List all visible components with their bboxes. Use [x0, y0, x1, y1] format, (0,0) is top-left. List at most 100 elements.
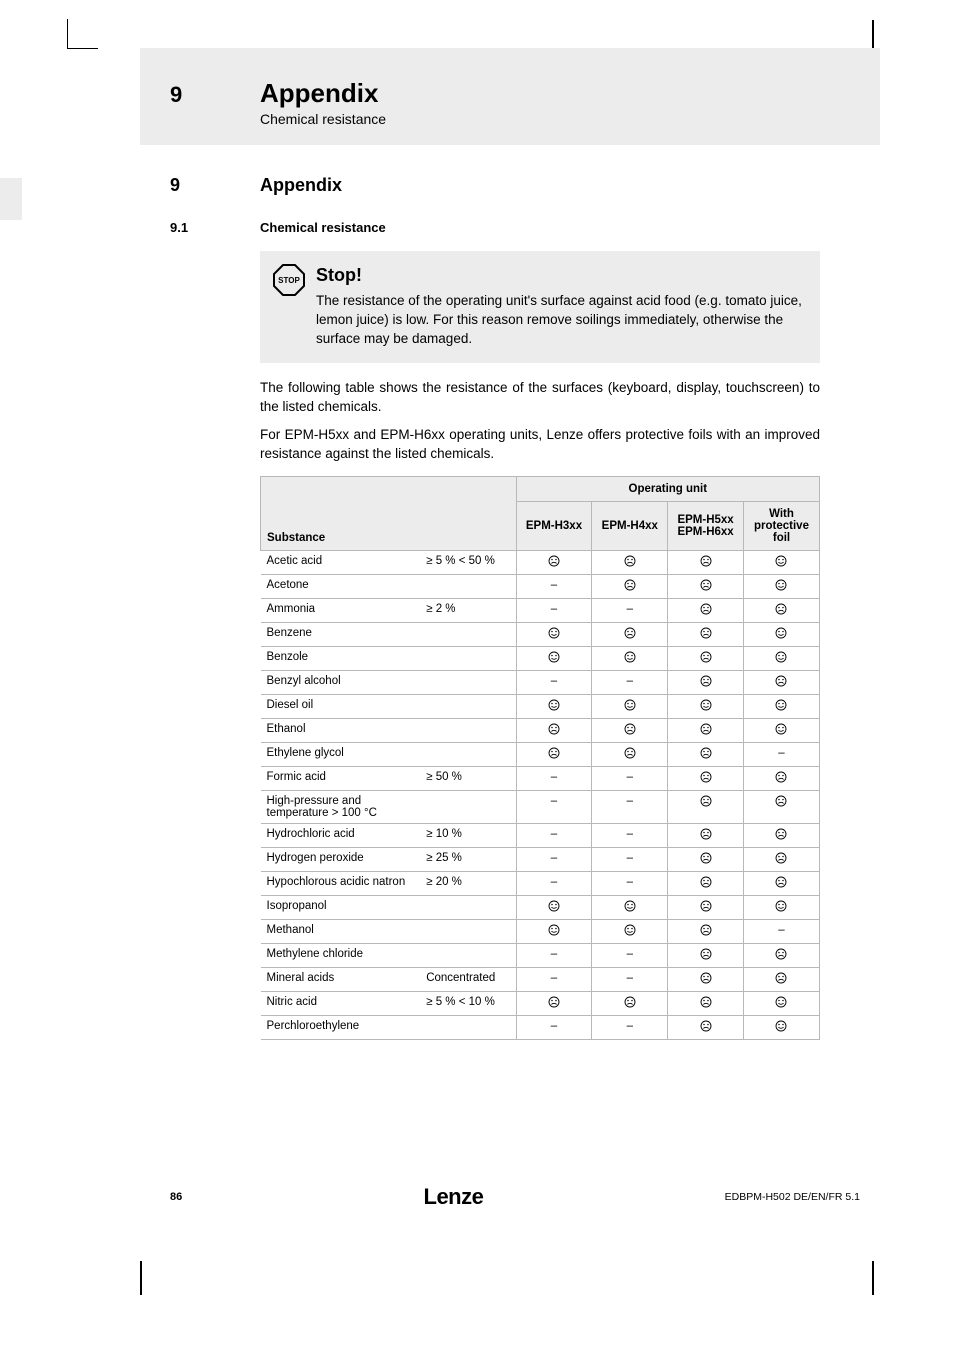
- substance-name: Methylene chloride: [261, 944, 421, 968]
- section-heading: 9 Appendix: [140, 175, 880, 196]
- resistance-cell: [743, 896, 819, 920]
- resistance-cell: [668, 824, 744, 848]
- table-row: Acetic acid≥ 5 % < 50 %: [261, 551, 820, 575]
- section-title: Appendix: [260, 175, 342, 196]
- resistance-cell: –: [516, 791, 592, 824]
- resistance-cell: [743, 872, 819, 896]
- resistance-cell: [516, 992, 592, 1016]
- substance-name: Benzene: [261, 623, 421, 647]
- substance-name: Methanol: [261, 920, 421, 944]
- resistance-cell: [516, 743, 592, 767]
- resistance-cell: [743, 848, 819, 872]
- substance-condition: ≥ 5 % < 10 %: [420, 992, 516, 1016]
- resistance-cell: [516, 623, 592, 647]
- resistance-cell: [668, 551, 744, 575]
- resistance-cell: –: [592, 1016, 668, 1040]
- resistance-cell: [743, 1016, 819, 1040]
- resistance-cell: [668, 944, 744, 968]
- resistance-cell: [668, 695, 744, 719]
- table-col-header: With protective foil: [743, 502, 819, 551]
- resistance-cell: –: [516, 848, 592, 872]
- paragraph: The following table shows the resistance…: [260, 379, 820, 417]
- substance-condition: ≥ 20 %: [420, 872, 516, 896]
- substance-name: Diesel oil: [261, 695, 421, 719]
- resistance-cell: [668, 575, 744, 599]
- substance-condition: [420, 1016, 516, 1040]
- substance-condition: [420, 695, 516, 719]
- chapter-subtitle: Chemical resistance: [260, 111, 880, 127]
- subsection-heading: 9.1 Chemical resistance: [140, 220, 880, 235]
- resistance-cell: [668, 848, 744, 872]
- resistance-cell: –: [516, 824, 592, 848]
- substance-condition: ≥ 5 % < 50 %: [420, 551, 516, 575]
- substance-name: Perchloroethylene: [261, 1016, 421, 1040]
- stop-icon: STOP: [272, 263, 306, 302]
- resistance-cell: [743, 719, 819, 743]
- table-row: Hypochlorous acidic natron≥ 20 %––: [261, 872, 820, 896]
- resistance-cell: [743, 647, 819, 671]
- substance-condition: [420, 920, 516, 944]
- resistance-cell: –: [592, 944, 668, 968]
- resistance-cell: [516, 920, 592, 944]
- resistance-cell: –: [516, 671, 592, 695]
- resistance-cell: [592, 575, 668, 599]
- table-row: Benzene: [261, 623, 820, 647]
- subsection-title: Chemical resistance: [260, 220, 386, 235]
- resistance-cell: [668, 719, 744, 743]
- table-super-header: Operating unit: [516, 477, 819, 502]
- resistance-cell: [592, 920, 668, 944]
- table-row: Methanol –: [261, 920, 820, 944]
- substance-name: Hydrochloric acid: [261, 824, 421, 848]
- resistance-cell: [743, 824, 819, 848]
- resistance-cell: [592, 647, 668, 671]
- resistance-cell: [668, 647, 744, 671]
- substance-condition: ≥ 50 %: [420, 767, 516, 791]
- table-row: Acetone–: [261, 575, 820, 599]
- resistance-cell: –: [592, 824, 668, 848]
- resistance-cell: –: [592, 848, 668, 872]
- table-row: Diesel oil: [261, 695, 820, 719]
- table-col-header: EPM-H3xx: [516, 502, 592, 551]
- document-id: EDBPM-H502 DE/EN/FR 5.1: [725, 1191, 880, 1203]
- substance-condition: Concentrated: [420, 968, 516, 992]
- table-row: High-pressure and temperature > 100 °C––: [261, 791, 820, 824]
- resistance-cell: [592, 743, 668, 767]
- substance-condition: ≥ 2 %: [420, 599, 516, 623]
- resistance-cell: [668, 968, 744, 992]
- table-col-header: EPM-H5xx EPM-H6xx: [668, 502, 744, 551]
- table-row: Methylene chloride––: [261, 944, 820, 968]
- resistance-cell: –: [516, 575, 592, 599]
- resistance-cell: –: [592, 767, 668, 791]
- resistance-cell: [743, 992, 819, 1016]
- resistance-cell: –: [592, 791, 668, 824]
- table-row: Perchloroethylene––: [261, 1016, 820, 1040]
- resistance-cell: –: [592, 968, 668, 992]
- crop-mark: [140, 1261, 142, 1295]
- stop-callout: STOP Stop! The resistance of the operati…: [260, 251, 820, 363]
- substance-condition: ≥ 10 %: [420, 824, 516, 848]
- resistance-cell: –: [743, 743, 819, 767]
- table-row: Mineral acidsConcentrated––: [261, 968, 820, 992]
- resistance-cell: [668, 920, 744, 944]
- paragraph: For EPM-H5xx and EPM-H6xx operating unit…: [260, 426, 820, 464]
- resistance-cell: [516, 719, 592, 743]
- substance-condition: [420, 791, 516, 824]
- substance-name: Hypochlorous acidic natron: [261, 872, 421, 896]
- resistance-cell: [743, 599, 819, 623]
- resistance-cell: [668, 1016, 744, 1040]
- page-footer: 86 Lenze EDBPM-H502 DE/EN/FR 5.1: [140, 1184, 880, 1210]
- substance-condition: ≥ 25 %: [420, 848, 516, 872]
- chapter-header: 9 Appendix Chemical resistance: [140, 48, 880, 145]
- resistance-cell: [743, 791, 819, 824]
- table-row: Hydrogen peroxide≥ 25 %––: [261, 848, 820, 872]
- resistance-cell: –: [743, 920, 819, 944]
- brand-logo: Lenze: [424, 1184, 484, 1210]
- resistance-cell: [668, 896, 744, 920]
- resistance-cell: –: [516, 599, 592, 623]
- table-row: Isopropanol: [261, 896, 820, 920]
- substance-name: Ammonia: [261, 599, 421, 623]
- page-content: 9 Appendix Chemical resistance 9 Appendi…: [140, 48, 880, 1040]
- table-row: Benzyl alcohol––: [261, 671, 820, 695]
- chapter-number: 9: [140, 82, 260, 108]
- resistance-cell: [743, 623, 819, 647]
